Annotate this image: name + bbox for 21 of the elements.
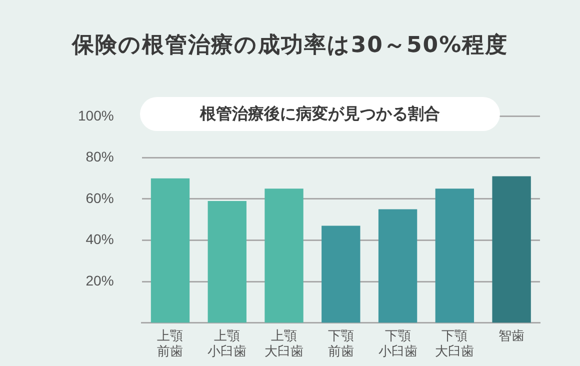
bar — [378, 209, 418, 323]
chart-title: 保険の根管治療の成功率は30～50%程度 — [70, 32, 510, 60]
x-tick-label: 下顎大臼歯 — [435, 328, 474, 360]
x-tick-label: 上顎大臼歯 — [264, 328, 304, 360]
y-tick-label: 40% — [86, 231, 114, 248]
x-tick-label: 上顎前歯 — [157, 328, 184, 360]
y-tick-label: 80% — [86, 148, 114, 165]
x-tick-label: 上顎小臼歯 — [208, 328, 247, 360]
x-tick-label: 下顎前歯 — [328, 328, 354, 360]
bar — [435, 188, 474, 323]
bar — [208, 201, 246, 323]
bar — [492, 176, 531, 323]
bar — [322, 226, 360, 323]
caption-box: 根管治療後に病変が見つかる割合 — [140, 97, 500, 131]
bar — [150, 178, 190, 323]
y-tick-label: 100% — [78, 107, 114, 124]
bar — [264, 188, 304, 323]
x-tick-label: 下顎小臼歯 — [378, 328, 418, 360]
y-tick-label: 60% — [86, 190, 114, 206]
x-tick-label: 智歯 — [498, 328, 525, 344]
y-tick-label: 20% — [86, 272, 114, 288]
